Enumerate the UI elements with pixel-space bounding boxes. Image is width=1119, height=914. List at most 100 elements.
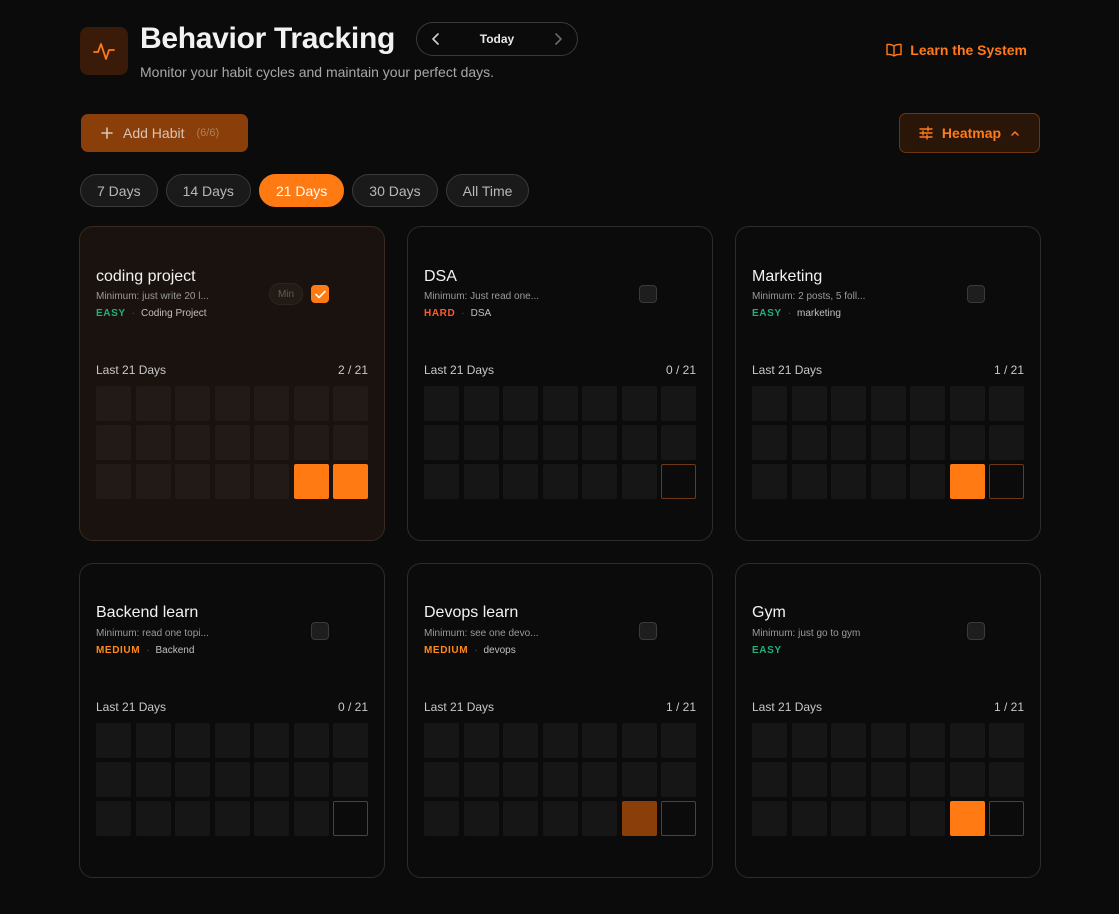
habit-name: Gym bbox=[752, 604, 786, 621]
heatmap-cell bbox=[870, 723, 906, 758]
chevron-up-icon bbox=[1011, 131, 1019, 136]
heatmap-cell bbox=[661, 386, 696, 421]
completion-count: 1 / 21 bbox=[993, 363, 1024, 377]
heatmap-cell bbox=[831, 801, 866, 836]
heatmap-cell bbox=[503, 723, 538, 758]
heatmap-cell bbox=[424, 723, 459, 758]
heatmap-cell bbox=[503, 801, 538, 836]
heatmap-cell bbox=[254, 464, 289, 499]
heatmap-cell bbox=[293, 723, 329, 758]
min-toggle[interactable]: Min bbox=[269, 283, 303, 305]
heatmap-cell bbox=[254, 762, 289, 797]
period-label: Last 21 Days bbox=[424, 363, 495, 377]
chevron-left-icon[interactable] bbox=[429, 32, 443, 46]
difficulty-badge: EASY bbox=[752, 308, 782, 319]
habit-meta: EASY · Coding Project bbox=[96, 308, 207, 319]
heatmap-cell-today bbox=[989, 801, 1024, 836]
habit-checkbox[interactable] bbox=[639, 622, 657, 640]
heatmap-cell bbox=[463, 464, 499, 499]
range-tab-30-days[interactable]: 30 Days bbox=[352, 174, 438, 207]
heatmap-cell bbox=[175, 723, 210, 758]
chevron-right-icon[interactable] bbox=[551, 32, 565, 46]
heatmap-cell bbox=[96, 425, 131, 460]
heatmap-cell bbox=[503, 425, 538, 460]
habit-checkbox[interactable] bbox=[311, 285, 329, 303]
range-tab-label: 30 Days bbox=[369, 182, 421, 199]
heatmap-cell bbox=[752, 723, 787, 758]
heatmap-cell bbox=[621, 425, 657, 460]
habit-minimum: Minimum: see one devo... bbox=[424, 628, 539, 639]
heatmap-cell bbox=[582, 386, 617, 421]
heatmap-cell bbox=[661, 762, 696, 797]
heatmap-cell bbox=[791, 464, 827, 499]
heatmap-cell bbox=[661, 723, 696, 758]
heatmap-cell bbox=[910, 723, 945, 758]
habit-tag: DSA bbox=[470, 308, 492, 319]
range-tab-7-days[interactable]: 7 Days bbox=[80, 174, 158, 207]
heatmap-cell bbox=[463, 723, 499, 758]
heatmap-cell bbox=[989, 425, 1024, 460]
heatmap-cell bbox=[870, 762, 906, 797]
heatmap-cell bbox=[752, 386, 787, 421]
habit-name: Devops learn bbox=[424, 604, 519, 621]
heatmap-cell bbox=[96, 386, 131, 421]
habit-checkbox[interactable] bbox=[311, 622, 329, 640]
plus-icon bbox=[101, 127, 113, 139]
heatmap-cell bbox=[870, 801, 906, 836]
habit-name: Marketing bbox=[752, 268, 823, 285]
heatmap-cell bbox=[621, 723, 657, 758]
heatmap-cell bbox=[175, 464, 210, 499]
heatmap-toggle-button[interactable]: Heatmap bbox=[899, 113, 1040, 153]
habit-name: coding project bbox=[96, 268, 196, 285]
heatmap-cell-today bbox=[661, 801, 696, 836]
habit-checkbox[interactable] bbox=[967, 622, 985, 640]
heatmap-cell bbox=[424, 386, 459, 421]
heatmap-cell bbox=[424, 464, 459, 499]
heatmap-cell bbox=[949, 762, 985, 797]
heatmap-cell bbox=[791, 801, 827, 836]
sliders-icon bbox=[919, 126, 933, 140]
heatmap-cell bbox=[333, 386, 368, 421]
range-tab-21-days[interactable]: 21 Days bbox=[258, 174, 345, 207]
heatmap-grid bbox=[96, 386, 368, 499]
heatmap-cell bbox=[175, 386, 210, 421]
heatmap-cell bbox=[424, 425, 459, 460]
habit-checkbox[interactable] bbox=[967, 285, 985, 303]
heatmap-cell-done bbox=[949, 801, 985, 836]
heatmap-cell bbox=[949, 386, 985, 421]
habit-tag: marketing bbox=[796, 308, 841, 319]
date-navigator: Today bbox=[416, 22, 578, 56]
habit-card-marketing: Marketing Minimum: 2 posts, 5 foll... EA… bbox=[735, 226, 1041, 541]
heatmap-cell bbox=[254, 425, 289, 460]
habit-name: Backend learn bbox=[96, 604, 199, 621]
period-label: Last 21 Days bbox=[752, 700, 823, 714]
heatmap-cell-today bbox=[661, 464, 696, 499]
heatmap-cell bbox=[542, 762, 578, 797]
heatmap-cell bbox=[175, 425, 210, 460]
habit-checkbox[interactable] bbox=[639, 285, 657, 303]
heatmap-grid bbox=[752, 386, 1024, 499]
heatmap-cell bbox=[135, 425, 171, 460]
page-title: Behavior Tracking bbox=[140, 22, 395, 55]
learn-system-link[interactable]: Learn the System bbox=[886, 42, 1027, 58]
range-tab-14-days[interactable]: 14 Days bbox=[165, 174, 251, 207]
add-habit-button[interactable]: Add Habit (6/6) bbox=[81, 114, 248, 152]
date-label[interactable]: Today bbox=[479, 32, 515, 46]
heatmap-cell bbox=[503, 386, 538, 421]
range-tab-label: 7 Days bbox=[97, 182, 141, 199]
completion-count: 2 / 21 bbox=[337, 363, 368, 377]
heatmap-cell bbox=[582, 425, 617, 460]
heatmap-cell bbox=[870, 425, 906, 460]
range-tab-all-time[interactable]: All Time bbox=[445, 174, 530, 207]
range-tab-label: All Time bbox=[462, 182, 513, 199]
activity-icon bbox=[93, 43, 115, 60]
separator: · bbox=[146, 645, 150, 656]
heatmap-cell-today bbox=[989, 464, 1024, 499]
add-habit-label: Add Habit bbox=[123, 125, 185, 141]
difficulty-badge: HARD bbox=[424, 308, 456, 319]
heatmap-cell bbox=[910, 801, 945, 836]
completion-count: 0 / 21 bbox=[337, 700, 368, 714]
heatmap-cell bbox=[175, 801, 210, 836]
heatmap-cell bbox=[582, 762, 617, 797]
heatmap-cell bbox=[870, 464, 906, 499]
